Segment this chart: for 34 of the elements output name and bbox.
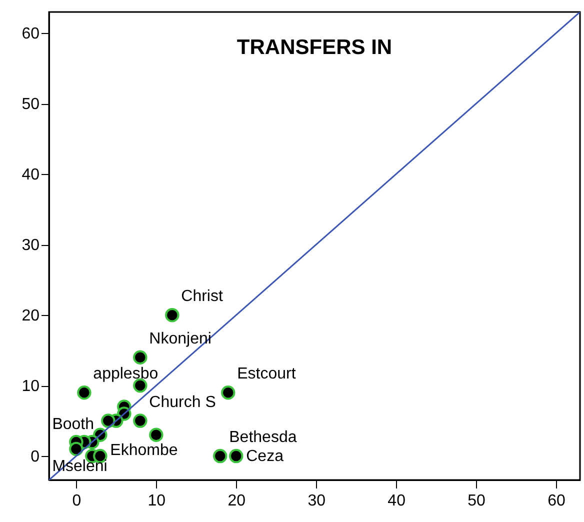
annotation: Ekhombe: [110, 442, 178, 459]
point: [149, 428, 164, 442]
annotation: Booth: [52, 416, 94, 433]
point: [101, 414, 116, 428]
annotation: applesbo: [93, 366, 158, 383]
annotation: Christ: [181, 288, 224, 306]
point: [165, 308, 180, 322]
y-tick-label: 40: [22, 166, 40, 184]
y-tick-label: 0: [30, 448, 40, 466]
point: [229, 448, 244, 464]
x-tick-label: 40: [388, 492, 406, 510]
x-tick-label: 30: [308, 492, 326, 510]
annotation: Estcourt: [237, 366, 296, 383]
point: [213, 448, 228, 464]
x-tick-label: 10: [148, 492, 166, 510]
y-tick-label: 30: [22, 237, 40, 254]
point: [221, 385, 236, 400]
annotation: Church S: [149, 394, 216, 411]
y-tick-label: 10: [22, 378, 40, 396]
x-tick-label: 20: [228, 492, 246, 510]
x-tick-label: 60: [548, 492, 566, 510]
y-tick-label: 50: [22, 96, 40, 114]
point: [133, 414, 148, 428]
annotation: Bethesda: [229, 429, 297, 446]
point: [77, 385, 92, 400]
y-tick-label: 60: [22, 26, 40, 43]
text: TRANSFERS IN: [236, 36, 392, 59]
annotation: Nkonjeni: [149, 330, 212, 348]
point: [69, 442, 84, 456]
x-tick-label: 50: [468, 492, 486, 510]
annotation: Ceza: [246, 448, 284, 466]
point: [133, 350, 148, 364]
y-tick-label: 20: [22, 308, 40, 325]
x-tick-label: 0: [72, 492, 82, 510]
